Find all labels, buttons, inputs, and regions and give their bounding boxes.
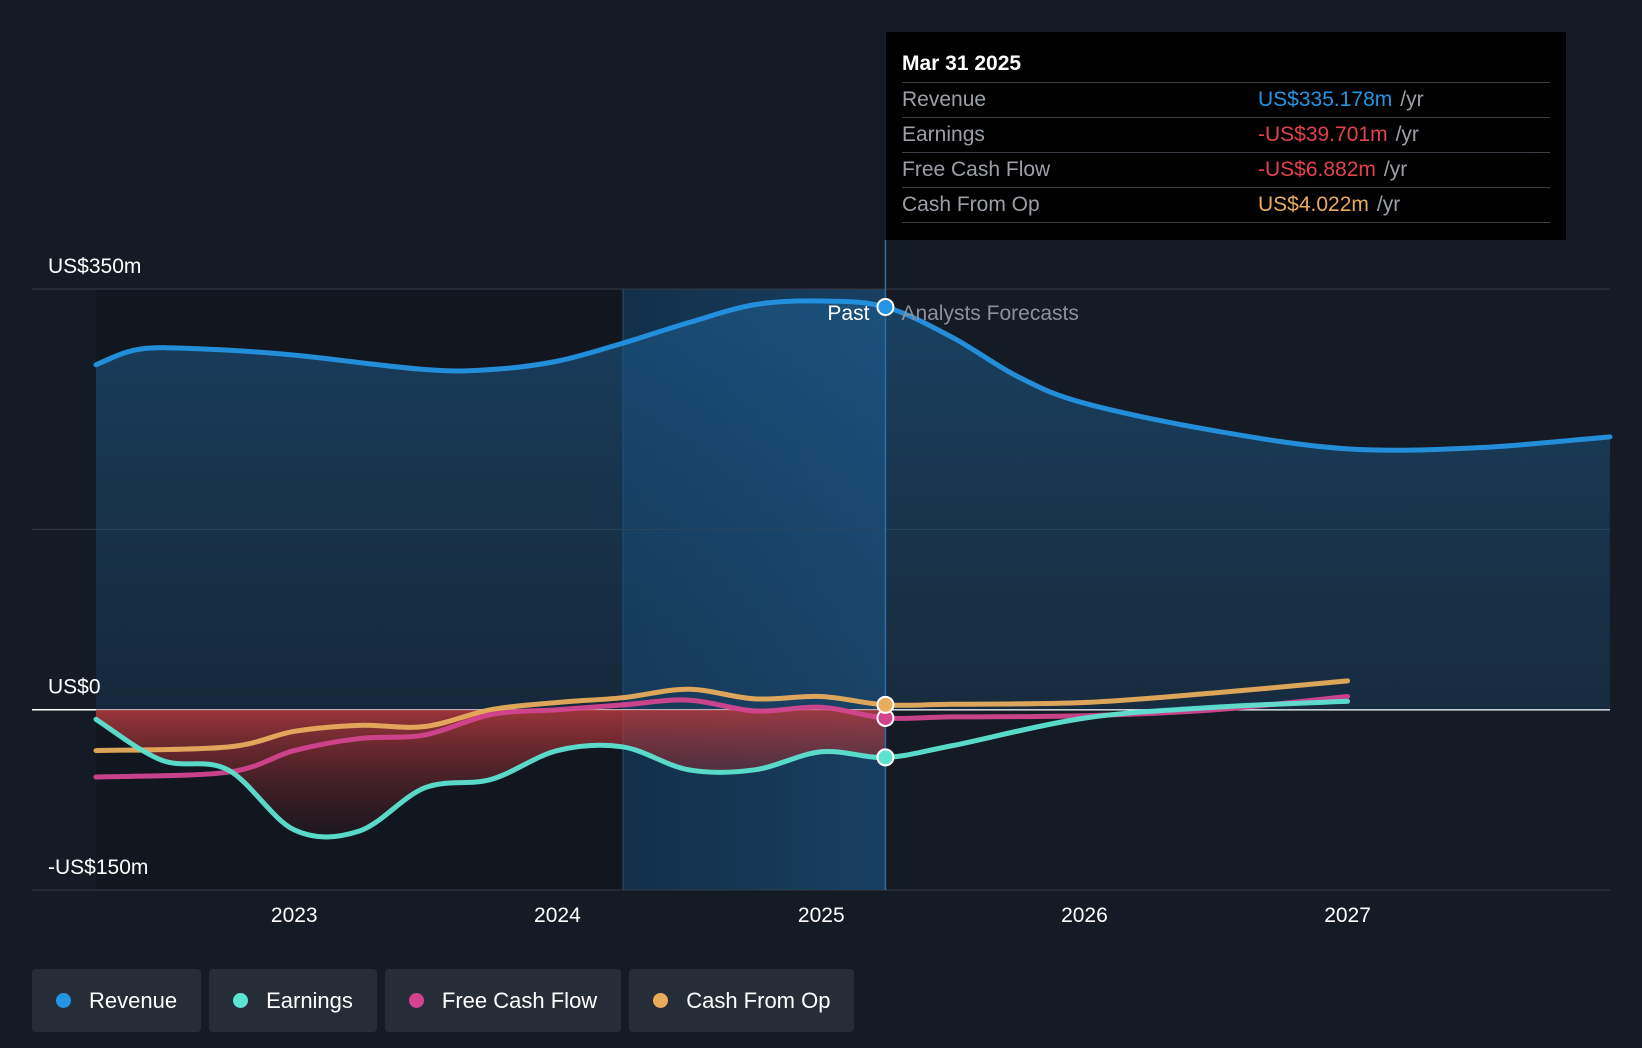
past-label: Past xyxy=(827,302,869,325)
tooltip-row-cash-from-op: Cash From Op US$4.022m /yr xyxy=(902,188,1550,223)
tooltip-label: Earnings xyxy=(902,123,985,146)
tooltip-value: -US$39.701m xyxy=(1258,123,1388,146)
legend-dot-icon xyxy=(408,993,424,1008)
tooltip-label: Revenue xyxy=(902,88,987,111)
tooltip-unit: /yr xyxy=(1395,123,1419,146)
tooltip-date: Mar 31 2025 xyxy=(902,46,1550,83)
tooltip-row-earnings: Earnings -US$39.701m /yr xyxy=(902,118,1550,153)
revenue-line xyxy=(93,298,1613,453)
legend-label: Earnings xyxy=(266,987,353,1013)
x-tick-label: 2024 xyxy=(534,904,581,927)
tooltip-value: US$335.178m xyxy=(1258,88,1393,111)
y-tick-label: -US$150m xyxy=(48,856,148,879)
legend-item-cash-from-op[interactable]: Cash From Op xyxy=(629,969,855,1032)
legend-item-earnings[interactable]: Earnings xyxy=(209,969,377,1032)
legend: Revenue Earnings Free Cash Flow Cash Fro… xyxy=(32,969,855,1032)
cash-from-op-marker xyxy=(876,695,895,714)
x-tick-label: 2027 xyxy=(1324,904,1371,927)
tooltip-panel: Mar 31 2025 Revenue US$335.178m /yr Earn… xyxy=(886,32,1566,240)
legend-label: Revenue xyxy=(89,987,178,1013)
forecast-label: Analysts Forecasts xyxy=(901,302,1078,325)
earnings-line xyxy=(93,698,1351,840)
legend-dot-icon xyxy=(653,993,669,1008)
legend-item-revenue[interactable]: Revenue xyxy=(32,969,202,1032)
tooltip-unit: /yr xyxy=(1400,88,1424,111)
x-tick-label: 2023 xyxy=(271,904,318,927)
tooltip-unit: /yr xyxy=(1376,193,1401,216)
free-cash-flow-line xyxy=(93,693,1351,780)
tooltip-value: US$4.022m xyxy=(1258,193,1369,216)
legend-label: Cash From Op xyxy=(686,987,831,1013)
x-tick-label: 2025 xyxy=(798,904,845,927)
tooltip-row-revenue: Revenue US$335.178m /yr xyxy=(902,83,1550,118)
revenue-marker xyxy=(876,298,895,317)
tooltip-label: Free Cash Flow xyxy=(902,158,1051,181)
y-tick-label: US$0 xyxy=(48,676,101,699)
tooltip-row-free-cash-flow: Free Cash Flow -US$6.882m /yr xyxy=(902,153,1550,188)
earnings-marker xyxy=(876,748,895,767)
tooltip-unit: /yr xyxy=(1383,158,1408,181)
legend-item-free-cash-flow[interactable]: Free Cash Flow xyxy=(384,969,622,1032)
legend-dot-icon xyxy=(56,993,71,1008)
legend-dot-icon xyxy=(233,993,249,1008)
financial-chart: US$350m US$0 -US$150m 2023 2024 2025 2026 2027 P… xyxy=(32,240,1613,927)
y-tick-label: US$350m xyxy=(48,255,141,278)
tooltip-label: Cash From Op xyxy=(902,193,1040,216)
x-tick-label: 2026 xyxy=(1061,904,1108,927)
earnings-negative-area xyxy=(96,709,886,837)
tooltip-value: -US$6.882m xyxy=(1258,158,1376,181)
cash-from-op-line xyxy=(93,678,1351,754)
revenue-area xyxy=(96,300,1610,710)
legend-label: Free Cash Flow xyxy=(441,987,598,1013)
